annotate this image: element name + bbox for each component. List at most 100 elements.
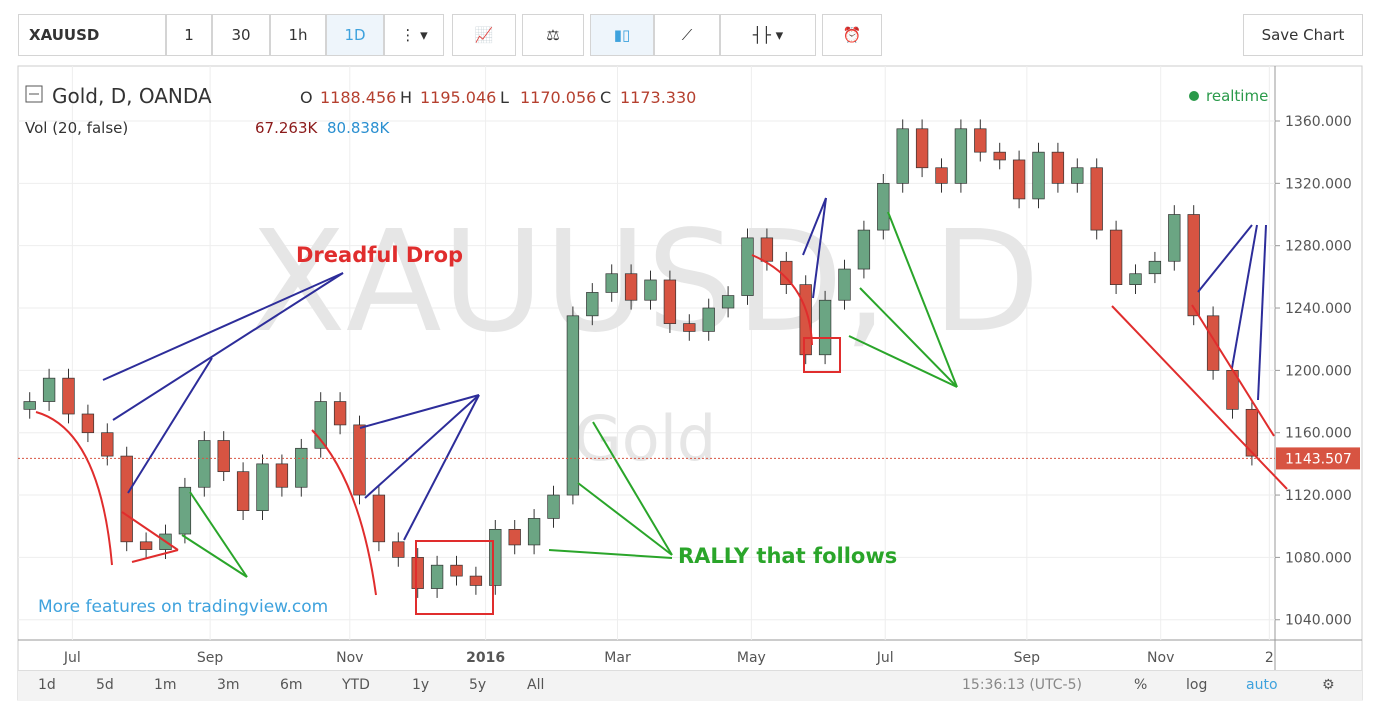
settings[interactable]: ⚙ <box>1322 677 1335 693</box>
option[interactable]: log <box>1186 677 1208 693</box>
promo[interactable]: More features on tradingview.com <box>38 597 328 617</box>
range[interactable]: 3m <box>217 677 240 693</box>
candle-body <box>139 541 153 550</box>
last-price-box <box>1276 447 1360 470</box>
y-tick-label: 1120.000 <box>1285 488 1352 504</box>
last-price-label: 1143.507 <box>1285 451 1352 467</box>
candle-body <box>1206 315 1220 371</box>
interval[interactable]: 30 <box>212 14 270 56</box>
interval[interactable]: 1D <box>326 14 384 56</box>
more-intervals[interactable]: ⋮ ▾ <box>384 14 444 56</box>
candle-body <box>1090 167 1103 231</box>
candle-body <box>741 237 754 296</box>
candle-body <box>663 279 677 324</box>
candle-body <box>23 401 36 410</box>
candle-body <box>721 295 735 309</box>
line-button[interactable]: ⟋ <box>654 14 720 56</box>
range[interactable]: 1d <box>38 677 56 693</box>
x-tick-label: Sep <box>1014 650 1041 666</box>
candle-body <box>683 323 696 332</box>
bars-button[interactable]: ┤├ ▾ <box>720 14 816 56</box>
candle-body <box>236 471 250 511</box>
x-tick-label: Jul <box>876 650 894 666</box>
x-tick-label: May <box>737 650 766 666</box>
candle-body <box>489 528 502 586</box>
realtime-dot <box>1189 91 1199 101</box>
candle-body <box>217 440 230 473</box>
candles-button[interactable]: ▮▯ <box>590 14 654 56</box>
ohlc-key: O <box>300 88 313 107</box>
y-tick-label: 1320.000 <box>1285 176 1352 192</box>
compare-button[interactable]: ⚖ <box>522 14 584 56</box>
candle-body <box>295 447 308 488</box>
ohlc-key: H <box>400 88 412 107</box>
candle-body <box>1012 159 1026 200</box>
drawings <box>35 197 1288 615</box>
clock: 15:36:13 (UTC-5) <box>962 677 1082 693</box>
candle-body <box>1129 273 1142 285</box>
candle-body <box>760 237 774 262</box>
candle-body <box>1051 151 1065 184</box>
candle-body <box>1109 229 1123 285</box>
candle-body <box>877 182 890 231</box>
range[interactable]: 1m <box>154 677 177 693</box>
y-tick-label: 1200.000 <box>1285 363 1352 379</box>
candle-body <box>430 564 444 589</box>
vol-value: 80.838K <box>327 119 390 137</box>
range[interactable]: 5d <box>96 677 114 693</box>
candle-body <box>935 167 948 184</box>
candle-body <box>178 486 192 535</box>
candle-body <box>62 377 75 415</box>
candle-body <box>1168 214 1181 262</box>
candle-body <box>624 273 638 301</box>
range[interactable]: 1y <box>412 677 430 693</box>
candle-body <box>993 151 1006 161</box>
candle-body <box>120 455 133 543</box>
y-tick-label: 1080.000 <box>1285 550 1352 566</box>
candle-body <box>101 432 114 457</box>
candle-body <box>353 424 366 496</box>
ohlc-value: 1188.456 <box>320 88 396 107</box>
symbol[interactable]: XAUUSD <box>18 14 166 56</box>
candle-body <box>42 377 56 402</box>
candle-body <box>702 307 715 332</box>
x-tick-label: 2016 <box>466 650 505 666</box>
candle-body <box>644 279 657 301</box>
interval[interactable]: 1h <box>270 14 326 56</box>
range[interactable]: YTD <box>342 677 370 693</box>
option[interactable]: auto <box>1246 677 1278 693</box>
x-tick-label: Nov <box>336 650 363 666</box>
indicators-button[interactable]: 📈 <box>452 14 516 56</box>
candle-body <box>896 128 909 184</box>
x-tick-label: 2 <box>1265 650 1274 666</box>
range[interactable]: All <box>527 677 545 693</box>
option[interactable]: % <box>1134 677 1148 693</box>
annotation: RALLY that follows <box>678 544 897 568</box>
chart-frame <box>17 65 1363 701</box>
candle-body <box>372 494 386 543</box>
alert-button[interactable]: ⏰ <box>822 14 882 56</box>
candle-body <box>1148 260 1162 275</box>
candle-body <box>547 494 560 519</box>
watermark-sub: Gold <box>574 402 717 475</box>
save-chart[interactable]: Save Chart <box>1243 14 1363 56</box>
candle-body <box>1071 167 1084 184</box>
candle-body <box>605 273 618 293</box>
interval[interactable]: 1 <box>166 14 212 56</box>
candle-body <box>527 518 541 546</box>
candle-body <box>469 575 483 586</box>
candle-body <box>1245 408 1259 457</box>
range[interactable]: 5y <box>469 677 487 693</box>
y-tick-label: 1240.000 <box>1285 301 1352 317</box>
y-tick-label: 1280.000 <box>1285 239 1352 255</box>
candle-body <box>915 128 929 169</box>
candle-body <box>333 401 347 426</box>
candle-body <box>566 315 580 496</box>
range[interactable]: 6m <box>280 677 303 693</box>
collapse-icon[interactable] <box>25 85 43 103</box>
candle-body <box>81 413 95 434</box>
y-tick-label: 1360.000 <box>1285 114 1352 130</box>
candle-body <box>1032 151 1045 200</box>
